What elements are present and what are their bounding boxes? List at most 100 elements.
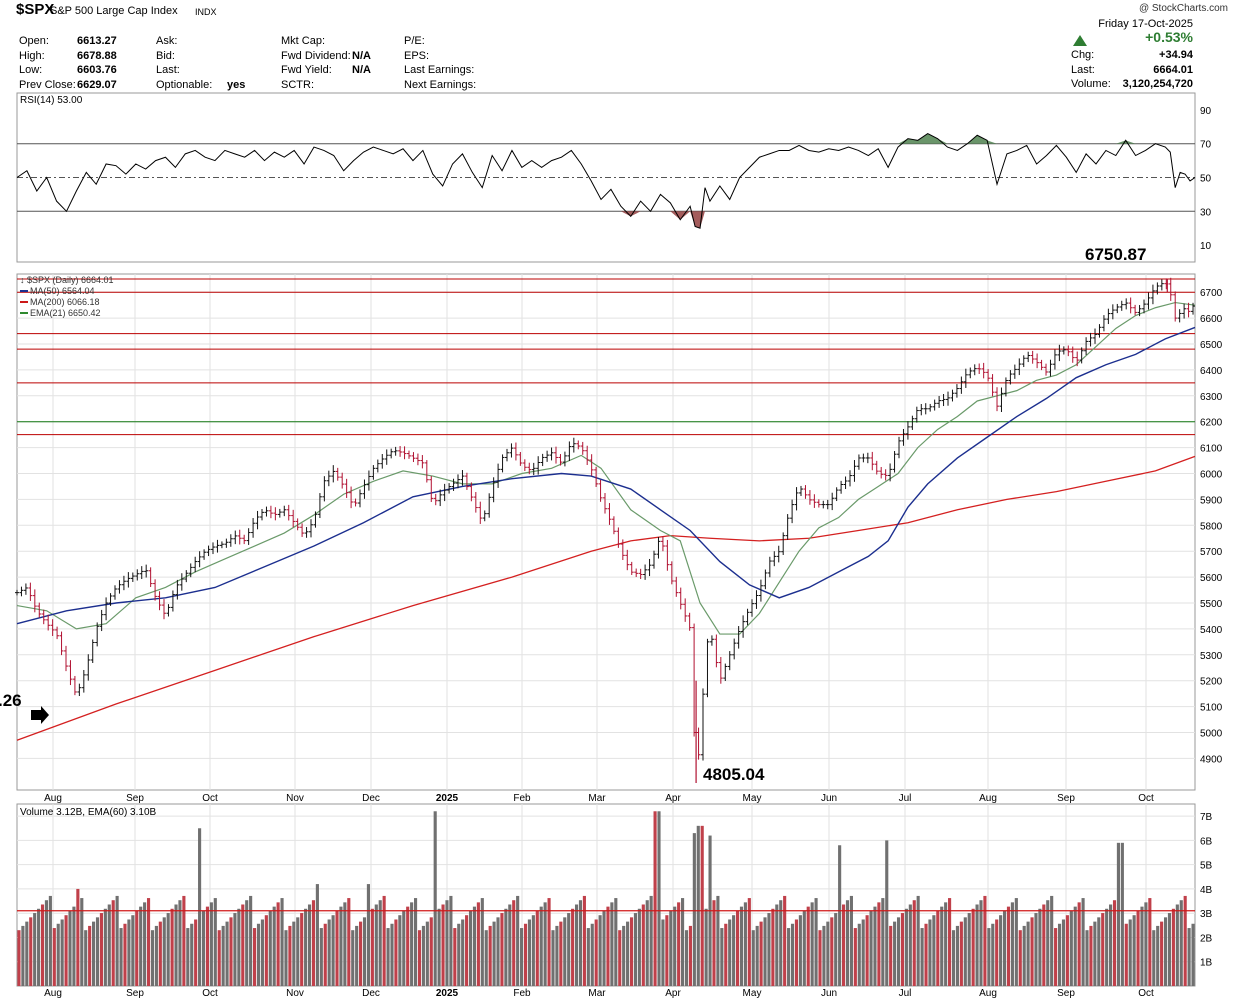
price-tick-label: 6500	[1200, 340, 1223, 351]
volume-bar	[720, 928, 724, 986]
volume-bar	[861, 919, 865, 986]
volume-bar	[739, 906, 744, 986]
volume-bar	[311, 900, 316, 986]
volume-bar	[315, 884, 319, 986]
volume-bar	[127, 919, 131, 986]
volume-tick-label: 6B	[1200, 836, 1213, 847]
volume-bar	[433, 811, 437, 986]
volume-bar	[56, 923, 60, 986]
volume-bar	[940, 906, 944, 986]
volume-bar	[614, 898, 618, 986]
volume-bar	[932, 915, 936, 986]
volume-bar	[288, 925, 292, 986]
annotation-low: 4805.04	[703, 765, 765, 784]
quote-value: 3,120,254,720	[1122, 78, 1193, 90]
volume-bar	[948, 898, 952, 986]
volume-bar	[1120, 842, 1124, 986]
volume-bar	[441, 904, 445, 986]
volume-bar	[845, 900, 850, 986]
volume-bar	[696, 825, 700, 986]
percent-change: +0.53%	[1145, 29, 1193, 45]
volume-bar	[673, 906, 677, 986]
volume-bar	[944, 902, 948, 986]
quote-value: N/A	[352, 49, 371, 62]
volume-bar	[1124, 923, 1128, 986]
volume-bar	[217, 930, 221, 986]
volume-bar	[810, 902, 814, 986]
volume-bar	[712, 900, 716, 986]
volume-bar	[920, 928, 924, 986]
volume-bar	[1093, 921, 1097, 986]
volume-bar	[665, 915, 669, 986]
volume-bar	[857, 923, 861, 986]
volume-bar	[496, 917, 500, 986]
volume-bar	[135, 910, 139, 986]
volume-bar	[798, 915, 802, 986]
volume-tick-label: 2B	[1200, 933, 1213, 944]
volume-bar	[661, 919, 665, 986]
volume-bar	[1156, 925, 1160, 986]
quote-value: 6603.76	[77, 64, 117, 76]
volume-bar	[975, 904, 979, 986]
volume-bar	[1069, 910, 1073, 986]
volume-bar	[484, 930, 488, 986]
quote-value: 6664.01	[1153, 63, 1193, 76]
volume-bar	[539, 906, 543, 986]
volume-bar	[1081, 898, 1085, 986]
volume-bar	[1030, 917, 1034, 986]
volume-bar	[284, 930, 288, 986]
x-tick-label: Dec	[362, 793, 380, 804]
rsi-tick-label: 90	[1200, 106, 1212, 117]
volume-bar	[359, 921, 363, 986]
volume-bar	[1116, 842, 1120, 986]
volume-bar	[162, 917, 166, 986]
volume-tick-label: 5B	[1200, 861, 1213, 872]
volume-bar	[590, 923, 594, 986]
volume-bar	[237, 908, 241, 986]
volume-bar	[1191, 923, 1195, 986]
volume-bar	[700, 825, 704, 986]
quote-value: yes	[227, 78, 246, 91]
volume-bar	[1109, 904, 1113, 986]
volume-bar	[198, 828, 202, 986]
quote-label: Volume:	[1071, 78, 1111, 90]
volume-bar	[99, 913, 103, 986]
quote-label: Ask:	[156, 35, 178, 47]
volume-bar	[245, 900, 249, 986]
volume-bar	[249, 895, 253, 986]
x-tick-label: Jul	[899, 793, 912, 804]
volume-bar	[1097, 917, 1101, 986]
volume-bar	[1077, 902, 1081, 986]
volume-bar	[1175, 904, 1179, 986]
volume-bar	[190, 923, 194, 986]
volume-panel: 1B 2B 3B 4B 5B 6B 7B Volume 3.12B, EMA(60) 3.10…	[16, 803, 1213, 999]
volume-bar	[1002, 910, 1007, 986]
volume-bar	[292, 921, 296, 986]
volume-bar	[76, 888, 80, 986]
quote-value: 6678.88	[77, 49, 117, 62]
price-tick-label: 5000	[1200, 728, 1223, 739]
quote-value: 6613.27	[77, 35, 117, 47]
quote-header: $SPX S&P 500 Large Cap Index INDX @ Stoc…	[0, 0, 1240, 92]
volume-bar	[457, 923, 461, 986]
price-tick-label: 5500	[1200, 599, 1223, 610]
security-name: S&P 500 Large Cap Index	[50, 5, 178, 17]
quote-label: Bid:	[156, 49, 175, 62]
quote-label: High:	[19, 49, 45, 62]
quote-label: P/E:	[404, 35, 425, 47]
volume-bar	[95, 917, 100, 986]
volume-bar	[492, 921, 496, 986]
arrow-icon	[31, 706, 49, 724]
rsi-tick-label: 50	[1200, 174, 1212, 185]
x-tick-label: Mar	[588, 988, 606, 999]
volume-bar	[1183, 895, 1187, 986]
volume-bar	[622, 925, 626, 986]
volume-bar	[461, 919, 465, 986]
volume-bar	[818, 930, 822, 986]
volume-bar	[449, 895, 453, 986]
volume-bar	[111, 900, 115, 986]
price-tick-label: 5200	[1200, 677, 1223, 688]
volume-bar	[602, 910, 606, 986]
volume-bar	[84, 930, 88, 986]
